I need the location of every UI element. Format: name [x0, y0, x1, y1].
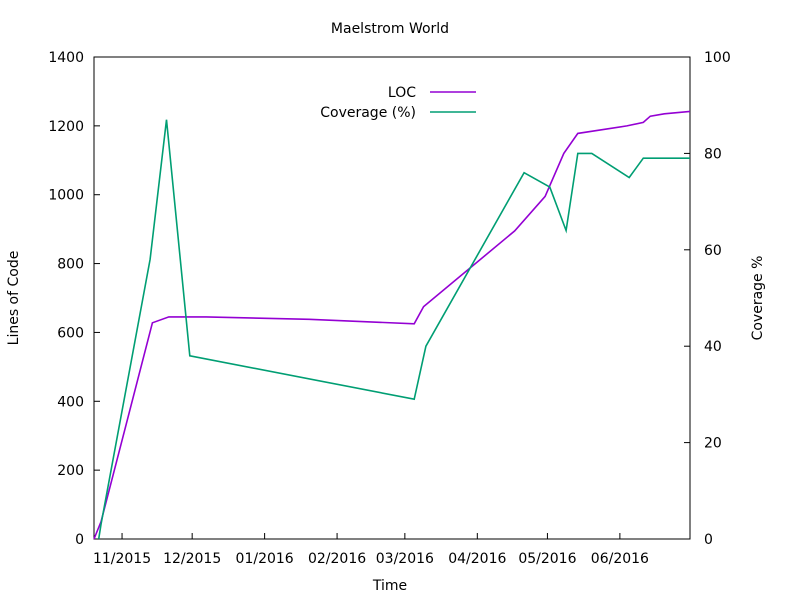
y-tick-label: 200 [57, 463, 84, 479]
x-tick-label: 01/2016 [236, 551, 294, 567]
y-tick-label: 1200 [48, 119, 84, 135]
y2-tick-label: 20 [704, 436, 722, 452]
series-line-coverage [97, 119, 690, 540]
y-tick-label: 800 [57, 257, 84, 273]
y-tick-label: 400 [57, 394, 84, 410]
y2-tick-label: 100 [704, 50, 731, 66]
x-tick-label: 05/2016 [518, 551, 576, 567]
x-tick-label: 12/2015 [163, 551, 221, 567]
x-tick-label: 02/2016 [308, 551, 366, 567]
y2-tick-label: 60 [704, 243, 722, 259]
series-layer [93, 110, 691, 540]
legend-label: LOC [388, 85, 416, 101]
y2-tick-label: 40 [704, 339, 722, 355]
x-tick-label: 04/2016 [448, 551, 506, 567]
y2-axis-label: Coverage % [750, 256, 766, 341]
y2-tick-label: 0 [704, 532, 713, 548]
chart-title: Maelstrom World [331, 21, 449, 37]
x-axis-label: Time [372, 578, 407, 594]
right-axis: 0 20 40 60 80 100 [684, 50, 731, 548]
y-tick-label: 1000 [48, 188, 84, 204]
y-tick-label: 600 [57, 325, 84, 341]
y2-tick-label: 80 [704, 146, 722, 162]
x-tick-label: 06/2016 [591, 551, 649, 567]
series-line-loc [93, 110, 691, 540]
y-tick-label: 1400 [48, 50, 84, 66]
x-axis: 11/2015 12/2015 01/2016 02/2016 03/2016 04/20… [93, 533, 649, 567]
legend-label: Coverage (%) [320, 105, 416, 121]
left-axis: 0 200 400 600 800 1000 1200 1400 [48, 50, 100, 548]
y-tick-label: 0 [75, 532, 84, 548]
x-tick-label: 11/2015 [93, 551, 151, 567]
y-axis-label: Lines of Code [6, 251, 22, 346]
legend: LOC Coverage (%) [320, 85, 476, 121]
x-tick-label: 03/2016 [376, 551, 434, 567]
plot-frame [93, 56, 691, 540]
